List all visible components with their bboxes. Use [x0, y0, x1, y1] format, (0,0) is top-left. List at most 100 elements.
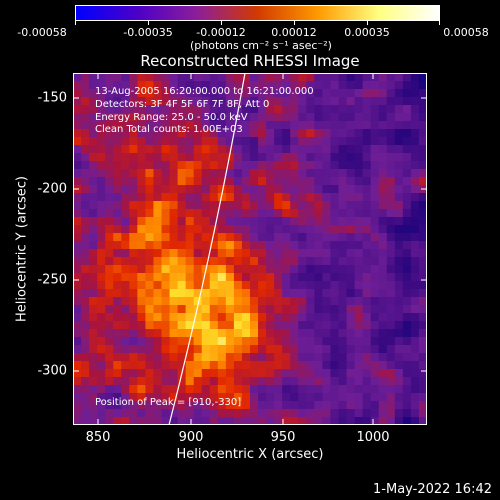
heatmap-cell: [418, 249, 427, 258]
heatmap-cell: [153, 321, 163, 330]
heatmap-cell: [241, 377, 251, 386]
heatmap-cell: [378, 129, 388, 138]
heatmap-cell: [378, 193, 388, 202]
heatmap-cell: [201, 417, 211, 425]
heatmap-cell: [121, 385, 130, 394]
heatmap-cell: [177, 233, 187, 242]
heatmap-cell: [370, 369, 380, 378]
heatmap-cell: [217, 129, 227, 138]
heatmap-cell: [73, 113, 82, 122]
heatmap-cell: [402, 209, 412, 218]
heatmap-cell: [185, 257, 195, 266]
heatmap-cell: [241, 241, 251, 250]
heatmap-cell: [137, 241, 147, 250]
heatmap-cell: [370, 225, 380, 234]
heatmap-cell: [370, 297, 380, 306]
heatmap-cell: [233, 137, 243, 146]
heatmap-cell: [346, 177, 356, 186]
heatmap-cell: [402, 169, 412, 178]
heatmap-cell: [314, 209, 324, 218]
heatmap-cell: [81, 161, 90, 170]
heatmap-cell: [233, 241, 243, 250]
heatmap-cell: [322, 417, 332, 425]
heatmap-cell: [97, 153, 106, 162]
heatmap-cell: [225, 265, 235, 274]
heatmap-cell: [209, 169, 219, 178]
heatmap-cell: [354, 321, 364, 330]
heatmap-cell: [153, 145, 163, 154]
heatmap-cell: [169, 169, 179, 178]
heatmap-cell: [402, 105, 412, 114]
heatmap-cell: [121, 369, 130, 378]
heatmap-cell: [81, 225, 90, 234]
heatmap-cell: [137, 361, 147, 370]
heatmap-cell: [418, 369, 427, 378]
heatmap-cell: [338, 113, 348, 122]
heatmap-cell: [314, 129, 324, 138]
heatmap-cell: [306, 225, 315, 234]
heatmap-cell: [314, 121, 324, 130]
heatmap-cell: [330, 345, 340, 354]
heatmap-cell: [322, 105, 332, 114]
heatmap-cell: [121, 185, 130, 194]
heatmap-cell: [354, 401, 364, 410]
heatmap-cell: [394, 289, 404, 298]
heatmap-cell: [177, 417, 187, 425]
heatmap-cell: [137, 313, 147, 322]
heatmap-cell: [209, 121, 219, 130]
heatmap-cell: [258, 329, 267, 338]
heatmap-cell: [258, 273, 267, 282]
heatmap-cell: [386, 193, 396, 202]
heatmap-cell: [145, 393, 155, 402]
heatmap-cell: [418, 353, 427, 362]
heatmap-cell: [394, 401, 404, 410]
heatmap-cell: [394, 377, 404, 386]
heatmap-cell: [185, 145, 195, 154]
heatmap-cell: [185, 137, 195, 146]
heatmap-cell: [217, 153, 227, 162]
heatmap-cell: [209, 313, 219, 322]
heatmap-cell: [73, 305, 82, 314]
heatmap-cell: [169, 145, 179, 154]
heatmap-cell: [161, 137, 171, 146]
heatmap-cell: [161, 385, 171, 394]
heatmap-cell: [193, 241, 203, 250]
heatmap-cell: [97, 393, 106, 402]
heatmap-cell: [290, 361, 299, 370]
heatmap-cell: [322, 393, 332, 402]
heatmap-cell: [145, 369, 155, 378]
heatmap-cell: [346, 137, 356, 146]
heatmap-cell: [402, 409, 412, 418]
heatmap-cell: [290, 313, 299, 322]
heatmap-cell: [129, 361, 138, 370]
heatmap-cell: [209, 385, 219, 394]
heatmap-cell: [322, 121, 332, 130]
info-detectors: Detectors: 3F 4F 5F 6F 7F 8F, Att 0: [95, 99, 270, 110]
heatmap-cell: [394, 409, 404, 418]
heatmap-cell: [250, 249, 259, 258]
heatmap-cell: [193, 185, 203, 194]
heatmap-cell: [209, 177, 219, 186]
heatmap-cell: [81, 265, 90, 274]
heatmap-cell: [113, 161, 122, 170]
heatmap-cell: [394, 233, 404, 242]
heatmap-cell: [258, 337, 267, 346]
heatmap-cell: [274, 145, 283, 154]
heatmap-cell: [290, 185, 299, 194]
heatmap-cell: [274, 161, 283, 170]
heatmap-cell: [89, 185, 98, 194]
heatmap-cell: [209, 297, 219, 306]
heatmap-cell: [177, 121, 187, 130]
heatmap-cell: [185, 201, 195, 210]
heatmap-cell: [402, 201, 412, 210]
heatmap-cell: [129, 185, 138, 194]
heatmap-cell: [225, 225, 235, 234]
heatmap-cell: [121, 89, 130, 98]
heatmap-cell: [185, 169, 195, 178]
heatmap-cell: [250, 329, 259, 338]
heatmap-cell: [418, 209, 427, 218]
heatmap-cell: [233, 89, 243, 98]
heatmap-cell: [330, 193, 340, 202]
heatmap-cell: [185, 321, 195, 330]
heatmap-cell: [274, 417, 283, 425]
